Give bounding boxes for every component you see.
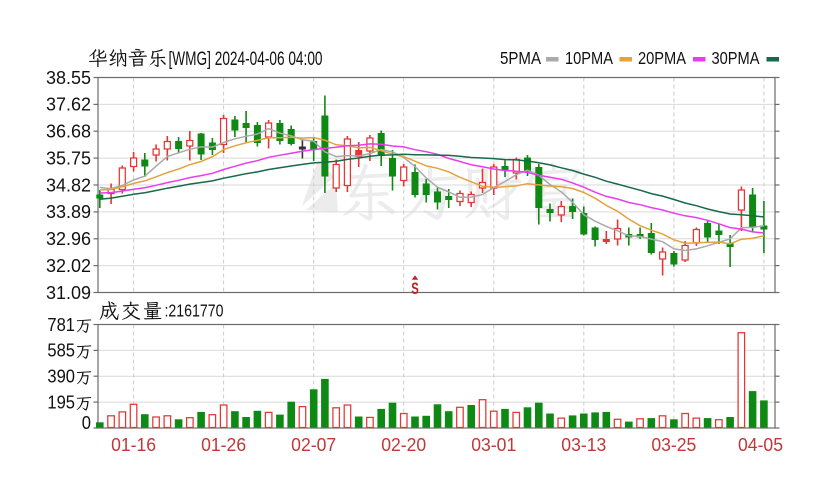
svg-text:[WMG] 2024-04-06 04:00: [WMG] 2024-04-06 04:00 <box>169 49 323 70</box>
svg-text:35.75: 35.75 <box>46 148 91 168</box>
svg-text:33.89: 33.89 <box>46 202 91 222</box>
svg-text:0: 0 <box>82 413 91 433</box>
svg-text:36.68: 36.68 <box>46 122 91 142</box>
svg-text:781: 781 <box>47 315 75 335</box>
svg-text:20PMA: 20PMA <box>638 48 686 68</box>
svg-text:03-01: 03-01 <box>471 434 516 455</box>
svg-text:585: 585 <box>47 341 75 361</box>
svg-text:5PMA: 5PMA <box>500 48 541 68</box>
svg-text:37.62: 37.62 <box>46 95 91 115</box>
svg-text:195: 195 <box>47 392 75 412</box>
svg-text:34.82: 34.82 <box>46 175 91 195</box>
svg-text::2161770: :2161770 <box>165 301 224 321</box>
svg-text:32.96: 32.96 <box>46 229 91 249</box>
svg-text:S: S <box>411 279 419 298</box>
svg-text:10PMA: 10PMA <box>565 48 613 68</box>
svg-text:02-07: 02-07 <box>291 434 336 455</box>
svg-text:04-05: 04-05 <box>738 434 783 455</box>
svg-text:32.02: 32.02 <box>46 256 91 276</box>
svg-text:30PMA: 30PMA <box>712 48 760 68</box>
svg-text:390: 390 <box>47 367 75 387</box>
svg-text:01-16: 01-16 <box>111 434 156 455</box>
svg-text:03-13: 03-13 <box>561 434 606 455</box>
svg-text:38.55: 38.55 <box>46 68 91 88</box>
svg-text:02-20: 02-20 <box>381 434 426 455</box>
svg-text:03-25: 03-25 <box>651 434 696 455</box>
svg-text:01-26: 01-26 <box>201 434 246 455</box>
svg-text:31.09: 31.09 <box>46 283 91 303</box>
